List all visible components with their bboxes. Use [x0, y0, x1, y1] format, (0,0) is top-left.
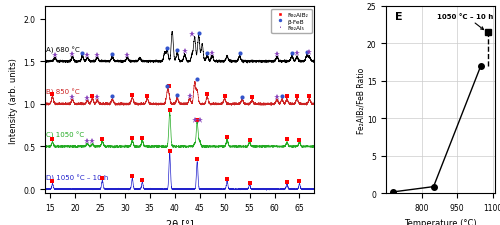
- Text: E: E: [395, 12, 402, 22]
- Y-axis label: Fe₂AlB₂/FeB Ratio: Fe₂AlB₂/FeB Ratio: [356, 67, 366, 133]
- Text: B) 850 °C: B) 850 °C: [46, 89, 80, 96]
- Text: 1050 °C – 10 h: 1050 °C – 10 h: [438, 14, 494, 30]
- Text: A) 680 °C: A) 680 °C: [46, 46, 80, 53]
- Text: D) 1050 °C – 10 h: D) 1050 °C – 10 h: [46, 173, 109, 181]
- X-axis label: Temperature (°C): Temperature (°C): [404, 218, 477, 225]
- Text: C) 1050 °C: C) 1050 °C: [46, 131, 84, 138]
- X-axis label: 2θ [°]: 2θ [°]: [166, 218, 194, 225]
- Legend: Fe₂AlB₂, β-FeB, Fe₂Al₅: Fe₂AlB₂, β-FeB, Fe₂Al₅: [272, 10, 312, 34]
- Y-axis label: Intensity (arb. units): Intensity (arb. units): [8, 57, 18, 143]
